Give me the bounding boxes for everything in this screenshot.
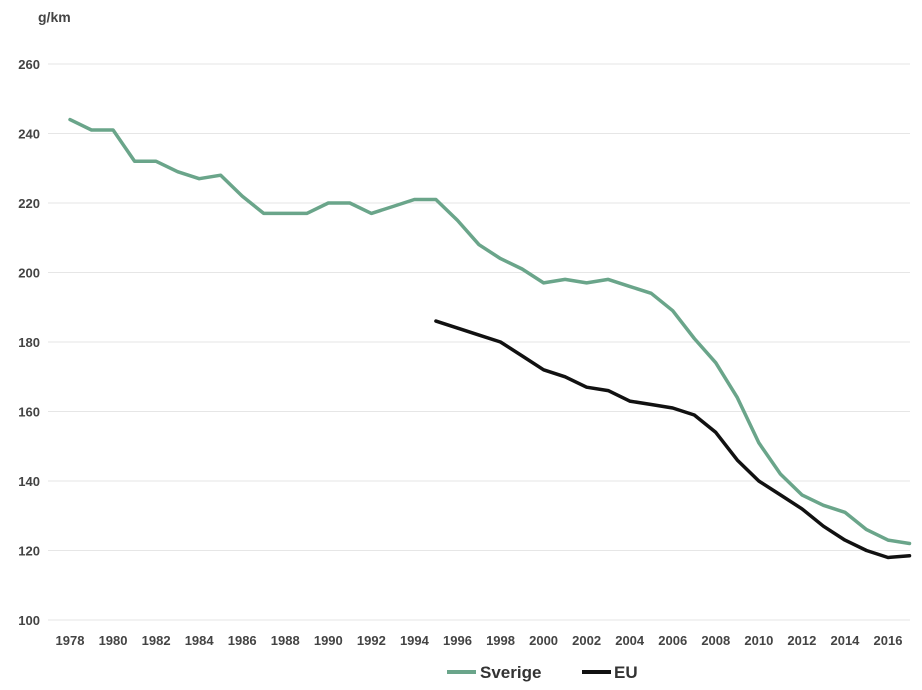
x-tick-label: 2016 — [874, 633, 903, 648]
y-tick-label: 260 — [18, 57, 40, 72]
x-tick-label: 1998 — [486, 633, 515, 648]
series-lines — [68, 117, 912, 560]
x-tick-label: 1984 — [185, 633, 215, 648]
x-tick-label: 2004 — [615, 633, 645, 648]
x-tick-label: 2008 — [701, 633, 730, 648]
x-tick-label: 1996 — [443, 633, 472, 648]
y-axis-unit-label: g/km — [38, 9, 71, 25]
x-tick-label: 1982 — [142, 633, 171, 648]
x-tick-label: 1978 — [56, 633, 85, 648]
y-tick-label: 160 — [18, 405, 40, 420]
y-tick-label: 120 — [18, 544, 40, 559]
x-tick-label: 1988 — [271, 633, 300, 648]
x-tick-label: 1986 — [228, 633, 257, 648]
legend: Sverige EU — [447, 663, 638, 682]
x-tick-label: 1992 — [357, 633, 386, 648]
x-tick-label: 2012 — [787, 633, 816, 648]
y-tick-label: 180 — [18, 335, 40, 350]
gridlines — [48, 63, 910, 621]
y-tick-label: 240 — [18, 127, 40, 142]
series-line-eu — [434, 319, 912, 560]
y-tick-label: 140 — [18, 474, 40, 489]
y-axis-ticks: 100 120 140 160 180 200 220 240 260 — [18, 57, 40, 628]
y-tick-label: 200 — [18, 266, 40, 281]
legend-label-eu: EU — [614, 663, 638, 682]
x-tick-label: 2000 — [529, 633, 558, 648]
legend-label-sverige: Sverige — [480, 663, 541, 682]
x-tick-label: 2010 — [744, 633, 773, 648]
x-tick-label: 1994 — [400, 633, 430, 648]
x-axis-ticks: 1978 1980 1982 1984 1986 1988 1990 1992 1994 1996… — [56, 633, 903, 648]
series-line-sverige — [68, 117, 912, 546]
x-tick-label: 2002 — [572, 633, 601, 648]
x-tick-label: 1980 — [99, 633, 128, 648]
y-tick-label: 220 — [18, 196, 40, 211]
y-tick-label: 100 — [18, 613, 40, 628]
x-tick-label: 1990 — [314, 633, 343, 648]
x-tick-label: 2006 — [658, 633, 687, 648]
x-tick-label: 2014 — [830, 633, 860, 648]
